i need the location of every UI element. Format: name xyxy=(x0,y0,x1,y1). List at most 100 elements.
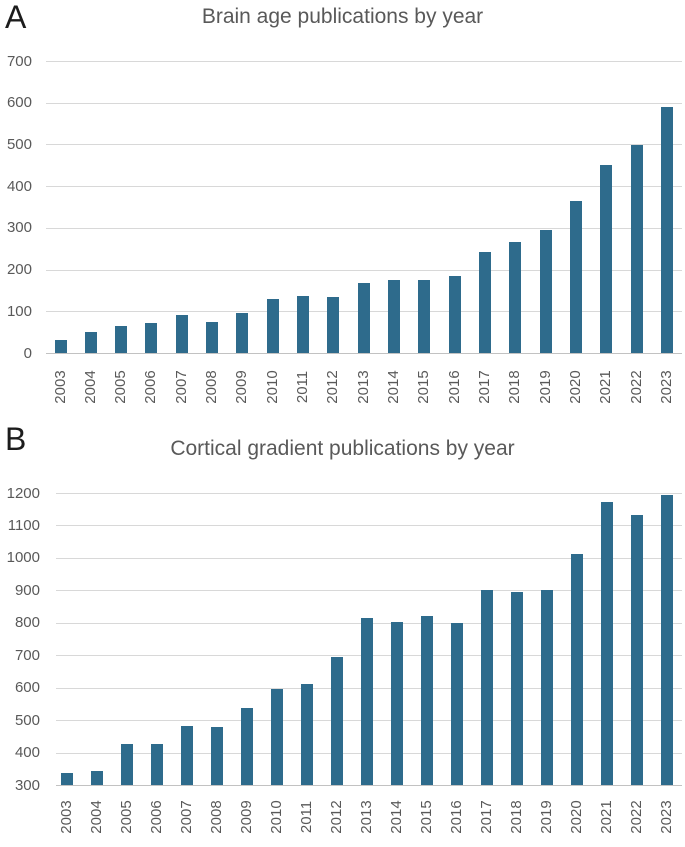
chart-b-gridline-1100 xyxy=(56,525,682,527)
chart-a-x-tick-label-2006: 2006 xyxy=(142,370,160,404)
chart-a-x-tick-label-2021: 2021 xyxy=(597,370,615,404)
chart-a-bar-2023 xyxy=(661,106,674,354)
chart-a-y-tick-label-100: 100 xyxy=(6,302,32,320)
chart-a-bar-2004 xyxy=(84,331,97,354)
chart-b-x-tick-label-2006: 2006 xyxy=(148,800,165,834)
chart-a-bar-2022 xyxy=(630,144,643,354)
chart-b-x-tick-label-2003: 2003 xyxy=(58,800,75,834)
chart-a-bar-2020 xyxy=(570,201,583,354)
chart-a-x-tick-label-2004: 2004 xyxy=(81,370,99,404)
chart-b-x-tick-label-2019: 2019 xyxy=(538,800,555,834)
chart-b-x-tick-label-2014: 2014 xyxy=(388,800,405,834)
panel-b-label: B xyxy=(5,421,27,457)
chart-b-x-tick-label-2021: 2021 xyxy=(598,800,615,834)
chart-a-bar-2017 xyxy=(479,251,492,354)
chart-b-bar-2018 xyxy=(511,591,523,786)
chart-a-bar-2021 xyxy=(600,164,613,354)
chart-b-x-tick-label-2016: 2016 xyxy=(448,800,465,834)
chart-b-y-tick-label-700: 700 xyxy=(14,646,40,664)
chart-a-y-tick-label-300: 300 xyxy=(6,219,32,237)
chart-b-gridline-1200 xyxy=(56,493,682,494)
chart-b-bar-2011 xyxy=(301,684,313,786)
chart-a-gridline-200 xyxy=(46,269,682,271)
chart-b-bar-2003 xyxy=(61,773,73,786)
chart-b-bar-2017 xyxy=(481,590,493,786)
chart-a-x-tick-label-2010: 2010 xyxy=(263,370,281,404)
chart-b-bar-2019 xyxy=(541,589,553,786)
chart-a-title: Brain age publications by year xyxy=(201,5,484,28)
chart-a-y-tick-label-400: 400 xyxy=(6,177,32,195)
chart-a-x-tick-label-2008: 2008 xyxy=(203,370,221,404)
chart-a-gridline-700 xyxy=(46,61,682,62)
chart-b-y-tick-label-800: 800 xyxy=(14,614,40,632)
chart-a-gridline-600 xyxy=(46,102,682,104)
chart-a-gridline-400 xyxy=(46,186,682,188)
chart-a-x-tick-label-2023: 2023 xyxy=(658,370,676,404)
chart-a-bar-2010 xyxy=(266,299,279,354)
chart-b-gridline-300 xyxy=(56,785,682,786)
chart-b-bar-2020 xyxy=(571,554,583,786)
chart-a-gridline-500 xyxy=(46,144,682,146)
chart-a-bar-2005 xyxy=(115,326,128,354)
chart-b-x-tick-label-2011: 2011 xyxy=(298,800,315,834)
chart-b-y-tick-label-1000: 1000 xyxy=(6,549,40,567)
chart-a-y-tick-label-600: 600 xyxy=(6,94,32,112)
chart-a-x-tick-label-2022: 2022 xyxy=(627,370,645,404)
chart-a-x-tick-label-2014: 2014 xyxy=(385,370,403,404)
chart-b-y-tick-label-300: 300 xyxy=(14,776,40,794)
chart-a-x-tick-label-2020: 2020 xyxy=(567,370,585,404)
chart-b-bar-2010 xyxy=(271,688,283,786)
chart-b-x-tick-label-2018: 2018 xyxy=(508,800,525,834)
chart-a-x-tick-label-2005: 2005 xyxy=(112,370,130,404)
chart-a-x-tick-label-2007: 2007 xyxy=(172,370,190,404)
chart-b-x-tick-label-2013: 2013 xyxy=(358,800,375,834)
chart-b-bar-2021 xyxy=(601,501,613,786)
chart-b-x-tick-label-2012: 2012 xyxy=(328,800,345,834)
chart-a-bar-2019 xyxy=(539,229,552,354)
chart-a-bar-2016 xyxy=(448,275,461,354)
chart-b-bar-2015 xyxy=(421,615,433,786)
chart-a-y-tick-label-200: 200 xyxy=(6,261,32,279)
chart-a-bar-2009 xyxy=(236,312,249,354)
chart-b-bar-2016 xyxy=(451,622,463,786)
chart-a-bar-2008 xyxy=(206,321,219,354)
chart-a-y-tick-label-500: 500 xyxy=(6,135,32,153)
chart-b-x-tick-label-2008: 2008 xyxy=(208,800,225,834)
chart-b-gridline-900 xyxy=(56,590,682,592)
chart-a-x-tick-label-2003: 2003 xyxy=(51,370,69,404)
chart-b-bar-2006 xyxy=(151,743,163,786)
chart-b-x-tick-label-2010: 2010 xyxy=(268,800,285,834)
chart-b-y-tick-label-1100: 1100 xyxy=(7,516,40,534)
chart-b-gridline-1000 xyxy=(56,557,682,559)
chart-a-x-tick-label-2016: 2016 xyxy=(445,370,463,404)
chart-b-x-tick-label-2020: 2020 xyxy=(568,800,585,834)
chart-b-bar-2013 xyxy=(361,618,373,786)
chart-b-bar-2014 xyxy=(391,621,403,786)
chart-a-bar-2012 xyxy=(327,297,340,354)
chart-b-y-tick-label-500: 500 xyxy=(14,711,40,729)
chart-a-x-tick-label-2013: 2013 xyxy=(354,370,372,404)
chart-b-x-tick-label-2015: 2015 xyxy=(418,800,435,834)
chart-b-bar-2022 xyxy=(631,514,643,786)
chart-a-x-tick-label-2009: 2009 xyxy=(233,370,251,404)
chart-a-gridline-0 xyxy=(46,353,682,354)
chart-a-x-tick-label-2015: 2015 xyxy=(415,370,433,404)
chart-a-bar-2011 xyxy=(297,296,310,354)
chart-b-x-tick-label-2022: 2022 xyxy=(628,800,645,834)
chart-b-y-tick-label-900: 900 xyxy=(14,581,40,599)
chart-b-x-tick-label-2009: 2009 xyxy=(238,800,255,834)
chart-b-bar-2023 xyxy=(661,495,673,786)
chart-a-x-tick-label-2018: 2018 xyxy=(506,370,524,404)
chart-a-y-tick-label-0: 0 xyxy=(23,344,32,362)
chart-b-bar-2009 xyxy=(241,707,253,786)
chart-b-title: Cortical gradient publications by year xyxy=(170,437,515,460)
chart-a-bar-2015 xyxy=(418,279,431,354)
chart-a-bar-2013 xyxy=(357,283,370,354)
chart-a-x-tick-label-2019: 2019 xyxy=(536,370,554,404)
chart-a-bar-2014 xyxy=(388,279,401,354)
chart-a-bar-2003 xyxy=(54,339,67,354)
chart-b-bar-2005 xyxy=(121,744,133,786)
chart-b-y-tick-label-600: 600 xyxy=(14,679,40,697)
chart-b-bar-2004 xyxy=(91,770,103,786)
